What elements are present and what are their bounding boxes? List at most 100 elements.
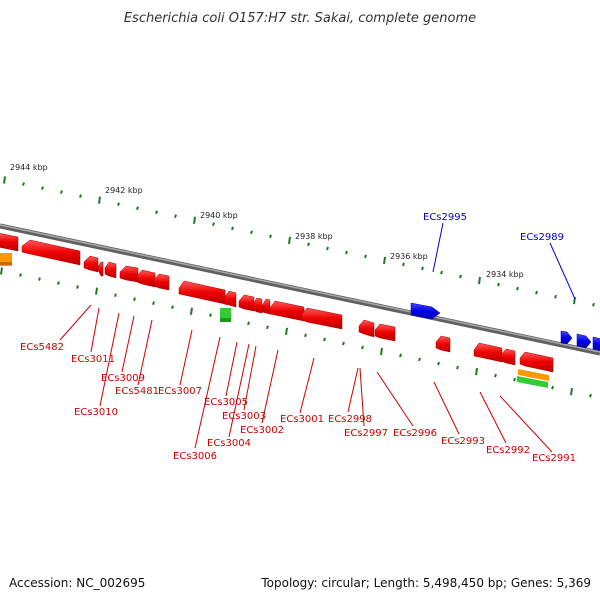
gene-label-ecs3001[interactable]: ECs3001 [280, 414, 324, 425]
leader-ecs2998 [347, 367, 359, 413]
gene-block-19 [500, 348, 516, 366]
inner-scale-tick [399, 353, 402, 358]
outer-scale-tick [155, 210, 158, 214]
gene-label-ecs5481[interactable]: ECs5481 [115, 386, 159, 397]
scale-labels: 2944 kbp 2942 kbp 2940 kbp 2938 kbp 2936… [10, 163, 524, 279]
leader-ecs2995 [432, 222, 444, 273]
leader-ecs2996 [376, 371, 414, 427]
gene-label-ecs3006[interactable]: ECs3006 [173, 451, 217, 462]
inner-scale-tick [551, 385, 554, 390]
leader-ecs3004 [228, 343, 250, 438]
gene-label-ecs3003[interactable]: ECs3003 [222, 411, 266, 422]
gene-label-ecs3009[interactable]: ECs3009 [101, 373, 145, 384]
gene-label-ecs3011[interactable]: ECs3011 [71, 354, 115, 365]
inner-scale-tick [19, 273, 22, 277]
inner-scale-tick [95, 287, 98, 295]
gene-block-2 [83, 255, 99, 273]
scale-label-2940: 2940 kbp [200, 211, 238, 220]
gene-label-ecs2992[interactable]: ECs2992 [486, 445, 530, 456]
outer-scale-ticks [3, 176, 595, 307]
gene-label-ecs2993[interactable]: ECs2993 [441, 436, 485, 447]
gene-block-3 [96, 261, 104, 277]
inner-scale-tick [418, 357, 421, 362]
outer-scale-tick [117, 202, 120, 206]
gene-label-ecs2998[interactable]: ECs2998 [328, 414, 372, 425]
gene-label-ecs2991[interactable]: ECs2991 [532, 453, 576, 464]
inner-scale-tick [361, 345, 364, 350]
inner-scale-tick [133, 297, 136, 301]
gene-label-ecs2995[interactable]: ECs2995 [423, 212, 467, 223]
gene-block-b2 [576, 333, 592, 349]
inner-scale-tick [76, 285, 79, 289]
gene-label-ecs3002[interactable]: ECs3002 [240, 425, 284, 436]
accession-text: Accession: NC_002695 [9, 576, 145, 590]
gene-edge-left [0, 233, 19, 252]
gene-block-4 [104, 261, 117, 279]
leader-ecs5482 [59, 304, 92, 341]
inner-scale-tick [152, 301, 155, 305]
gene-label-ecs5482[interactable]: ECs5482 [20, 342, 64, 353]
inner-scale-tick [57, 281, 60, 285]
inner-scale-tick [171, 305, 174, 310]
inner-scale-tick [285, 327, 288, 335]
feature-orange-left-shade [0, 262, 12, 265]
inner-scale-tick [38, 277, 41, 281]
gene-label-ecs3007[interactable]: ECs3007 [158, 386, 202, 397]
reverse-strand-genes [0, 233, 554, 373]
scale-label-2936: 2936 kbp [390, 252, 428, 261]
gene-label-ecs3005[interactable]: ECs3005 [204, 397, 248, 408]
gene-block-14 [301, 307, 343, 330]
inner-scale-tick [513, 377, 516, 382]
outer-scale-tick [136, 206, 139, 210]
inner-scale-tick [0, 267, 3, 275]
gene-block-7 [153, 273, 170, 291]
gene-block-16 [374, 323, 396, 342]
gene-block-12 [261, 298, 271, 315]
inner-scale-tick [475, 367, 478, 376]
leader-ecs2997 [359, 367, 365, 427]
outer-scale-tick [41, 186, 44, 190]
outer-scale-tick [478, 276, 481, 285]
feature-orange-right [518, 369, 549, 381]
leader-ecs3003 [243, 345, 257, 411]
feature-green [220, 308, 231, 322]
outer-scale-tick [79, 194, 82, 198]
gene-label-ecs3004[interactable]: ECs3004 [207, 438, 251, 449]
outer-scale-tick [554, 294, 557, 299]
leader-ecs2991 [499, 395, 553, 453]
gene-block-b3 [592, 336, 600, 351]
outer-scale-tick [383, 256, 386, 265]
leader-ecs3010 [99, 312, 120, 407]
outer-scale-tick [459, 274, 462, 279]
gene-label-ecs2997[interactable]: ECs2997 [344, 428, 388, 439]
inner-scale-tick [380, 347, 383, 356]
outer-scale-tick [326, 246, 329, 251]
inner-scale-tick [190, 307, 193, 315]
outer-scale-tick [345, 250, 348, 255]
gene-block-1 [21, 239, 81, 266]
bottom-gene-labels: ECs5482 ECs3011 ECs3010 ECs3009 ECs5481 … [20, 342, 576, 464]
outer-scale-tick [364, 254, 367, 259]
gene-label-ecs2989[interactable]: ECs2989 [520, 232, 564, 243]
top-gene-labels: ECs2995 ECs2989 [423, 212, 564, 243]
outer-scale-tick [174, 214, 177, 219]
scale-label-2944: 2944 kbp [10, 163, 48, 172]
inner-scale-tick [456, 365, 459, 370]
inner-scale-tick [589, 393, 592, 398]
bottom-leader-lines [59, 304, 553, 453]
scale-label-2942: 2942 kbp [105, 186, 143, 195]
outer-scale-tick [440, 270, 443, 275]
outer-scale-tick [535, 290, 538, 295]
inner-scale-tick [209, 313, 212, 318]
gene-label-ecs2996[interactable]: ECs2996 [393, 428, 437, 439]
gene-block-6 [136, 269, 156, 288]
leader-ecs3005 [225, 341, 238, 397]
genome-backbone-highlight [0, 224, 600, 353]
gene-block-20 [519, 351, 554, 373]
outer-scale-tick [516, 286, 519, 291]
outer-scale-tick [250, 230, 253, 235]
leader-ecs2992 [479, 391, 507, 444]
leader-ecs3011 [90, 307, 100, 353]
gene-label-ecs3010[interactable]: ECs3010 [74, 407, 118, 418]
gene-block-5 [119, 265, 139, 283]
